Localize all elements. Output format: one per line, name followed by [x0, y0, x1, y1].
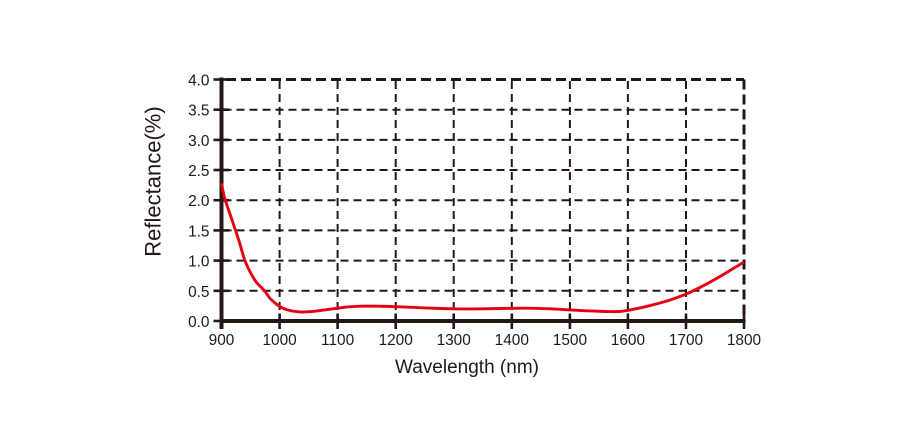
svg-text:3.0: 3.0 [188, 133, 209, 150]
svg-text:1000: 1000 [262, 332, 296, 349]
svg-text:2.0: 2.0 [188, 193, 209, 210]
svg-text:1.5: 1.5 [188, 223, 209, 240]
svg-text:1800: 1800 [727, 332, 761, 349]
svg-text:1400: 1400 [495, 332, 529, 349]
svg-text:4.0: 4.0 [188, 73, 209, 90]
svg-text:2.5: 2.5 [188, 163, 209, 180]
svg-text:1.0: 1.0 [188, 254, 209, 271]
svg-text:900: 900 [209, 332, 235, 349]
svg-text:Reflectance(%): Reflectance(%) [141, 106, 166, 256]
svg-text:Wavelength (nm): Wavelength (nm) [395, 357, 539, 378]
svg-text:0.0: 0.0 [188, 314, 209, 331]
svg-text:1700: 1700 [669, 332, 703, 349]
svg-text:1200: 1200 [379, 332, 413, 349]
svg-text:1600: 1600 [611, 332, 645, 349]
svg-text:3.5: 3.5 [188, 103, 209, 120]
svg-text:0.5: 0.5 [188, 284, 209, 301]
svg-text:1100: 1100 [321, 332, 354, 349]
svg-text:1500: 1500 [553, 332, 587, 349]
svg-text:1300: 1300 [437, 332, 471, 349]
